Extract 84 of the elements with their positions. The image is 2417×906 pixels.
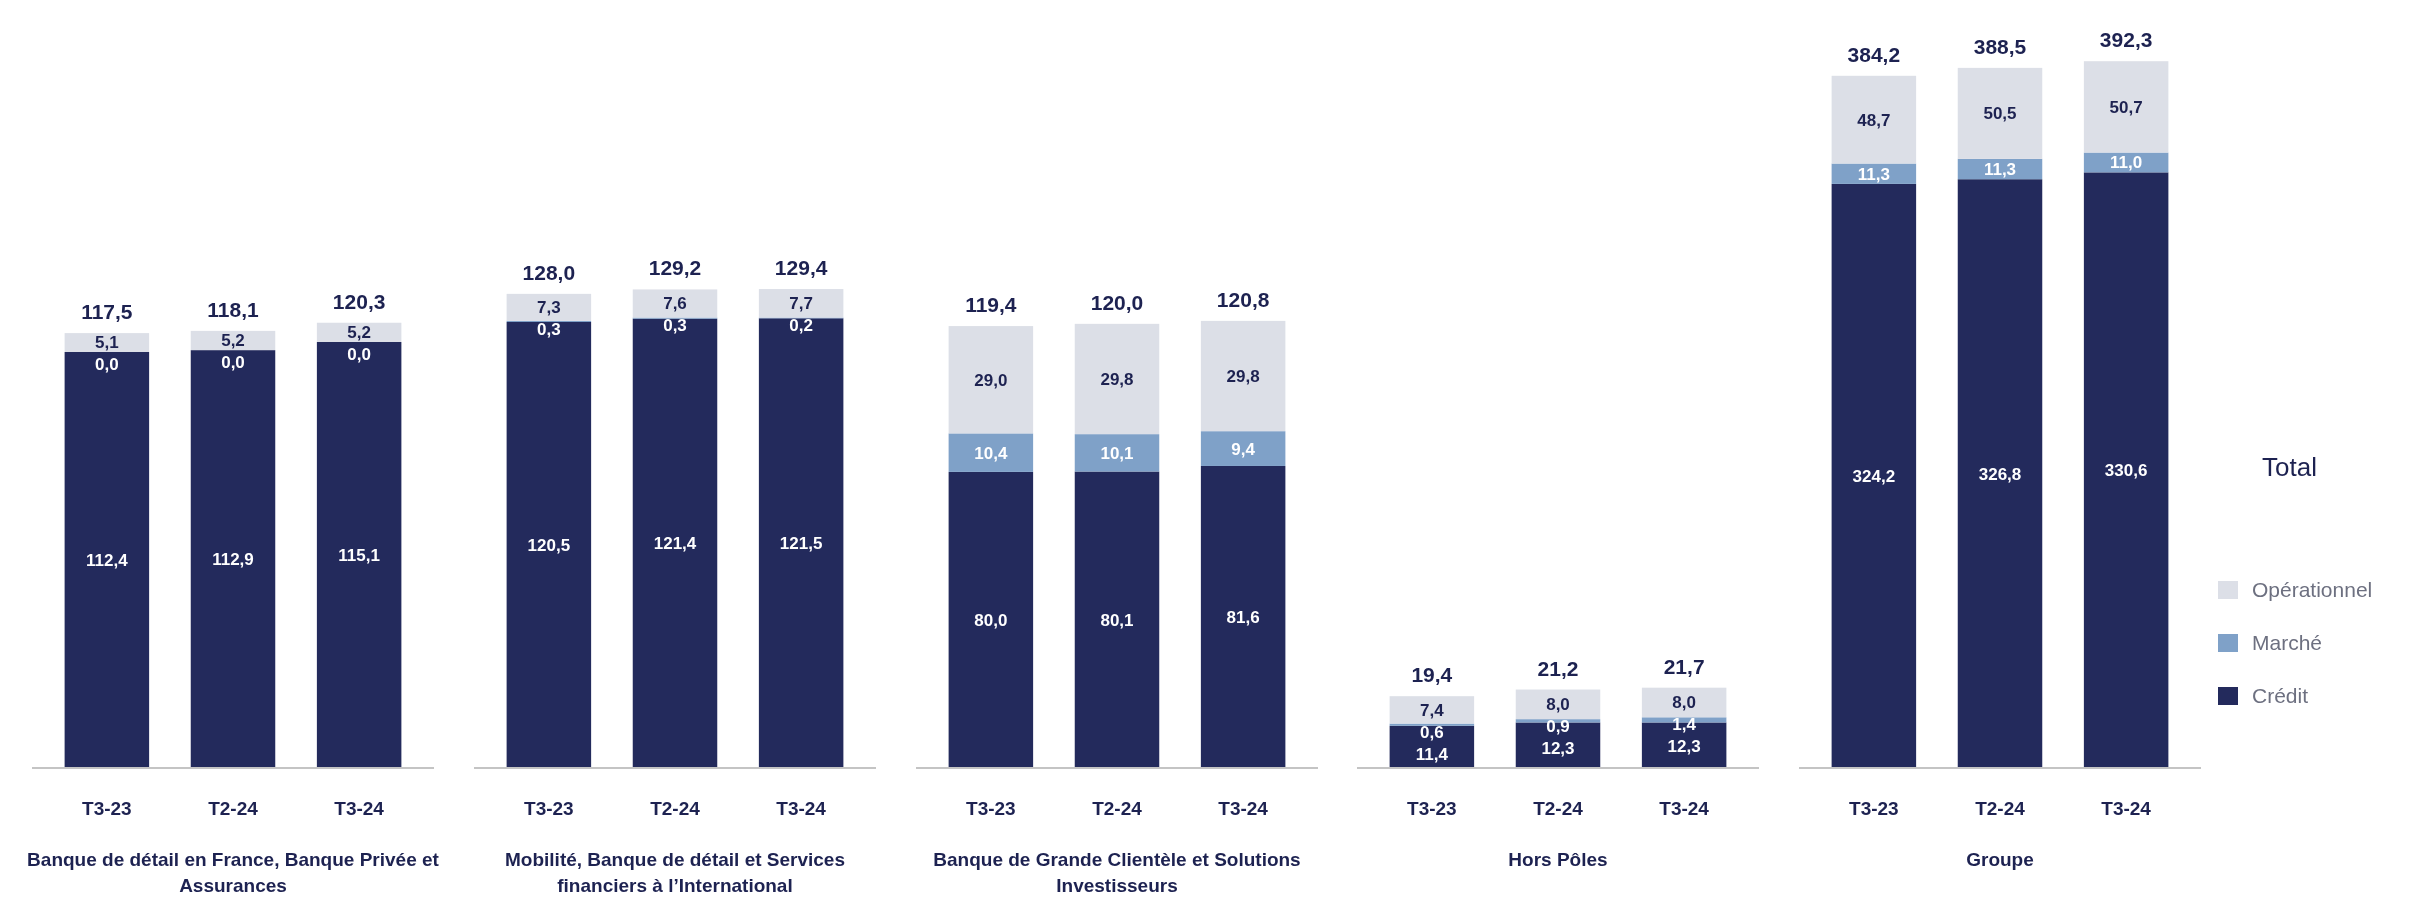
- total-label: 384,2: [1847, 42, 1901, 66]
- data-label: 80,1: [1100, 610, 1134, 630]
- data-label: 0,6: [1420, 722, 1444, 742]
- data-label: 0,3: [663, 316, 687, 336]
- data-label: 12,3: [1541, 739, 1575, 759]
- data-label: 12,3: [1667, 737, 1701, 757]
- data-label: 8,0: [1546, 695, 1570, 715]
- data-label: 112,9: [212, 550, 254, 570]
- data-label: 10,1: [1100, 443, 1134, 463]
- total-label: 128,0: [522, 260, 576, 284]
- data-label: 50,5: [1983, 104, 2017, 124]
- data-label: 80,0: [974, 610, 1008, 630]
- x-tick-label: T3-23: [524, 797, 574, 819]
- data-label: 0,2: [789, 316, 813, 336]
- x-axis-title: Mobilité, Banque de détail et Services financiers à l’International: [505, 849, 845, 896]
- data-label: 11,3: [1983, 159, 2017, 179]
- data-label: 0,3: [537, 320, 561, 340]
- data-label: 120,5: [527, 535, 571, 555]
- data-label: 326,8: [1978, 464, 2022, 484]
- data-label: 112,4: [86, 550, 129, 570]
- data-label: 29,8: [1100, 369, 1134, 389]
- legend-label: Opérationnel: [2252, 578, 2373, 602]
- total-label: 21,7: [1663, 654, 1705, 678]
- data-label: 330,6: [2104, 461, 2148, 481]
- x-tick-label: T3-23: [1407, 797, 1457, 819]
- total-label: 118,1: [207, 297, 260, 321]
- total-label: 19,4: [1411, 663, 1453, 687]
- data-label: 115,1: [338, 545, 380, 565]
- data-label: 7,3: [537, 298, 561, 318]
- x-axis-title: Banque de détail en France, Banque Privée et Assurances: [27, 849, 440, 896]
- data-label: 0,0: [95, 355, 119, 375]
- x-tick-label: T2-24: [1092, 797, 1143, 819]
- data-label: 11,0: [2110, 153, 2143, 173]
- total-label: 120,3: [332, 289, 386, 313]
- data-label: 121,5: [779, 534, 823, 554]
- data-label: 1,4: [1672, 715, 1697, 735]
- total-label: 119,4: [965, 293, 1017, 317]
- data-label: 5,1: [95, 333, 119, 353]
- data-label: 29,0: [974, 370, 1008, 390]
- legend-label: Marché: [2252, 631, 2323, 655]
- data-label: 81,6: [1226, 607, 1260, 627]
- x-tick-label: T3-23: [82, 797, 132, 819]
- data-label: 29,8: [1226, 366, 1260, 386]
- x-tick-label: T2-24: [208, 797, 259, 819]
- x-tick-label: T2-24: [1533, 797, 1584, 819]
- data-label: 121,4: [653, 534, 697, 554]
- data-label: 7,7: [789, 294, 813, 314]
- data-label: 0,9: [1546, 717, 1570, 737]
- data-label: 0,0: [221, 353, 245, 373]
- total-label: 120,8: [1216, 287, 1270, 311]
- data-label: 5,2: [347, 323, 371, 343]
- data-label: 11,3: [1857, 164, 1890, 184]
- total-label: 117,5: [81, 300, 133, 324]
- data-label: 5,2: [221, 331, 245, 351]
- x-axis-title: Banque de Grande Clientèle et Solutions Investisseurs: [933, 849, 1301, 896]
- x-tick-label: T3-23: [966, 797, 1016, 819]
- total-label: 392,3: [2099, 28, 2153, 52]
- x-tick-label: T3-24: [2101, 797, 2152, 819]
- x-axis-title: Groupe: [1966, 849, 2034, 870]
- data-label: 9,4: [1231, 439, 1256, 459]
- x-tick-label: T3-24: [1659, 797, 1710, 819]
- total-label: 21,2: [1537, 656, 1579, 680]
- total-label: 129,4: [774, 256, 828, 280]
- data-label: 8,0: [1672, 693, 1696, 713]
- x-tick-label: T3-24: [1218, 797, 1269, 819]
- x-tick-label: T2-24: [650, 797, 701, 819]
- data-label: 324,2: [1852, 466, 1896, 486]
- x-tick-label: T2-24: [1975, 797, 2026, 819]
- x-tick-label: T3-24: [776, 797, 827, 819]
- data-label: 11,4: [1415, 744, 1449, 764]
- data-label: 10,4: [974, 443, 1008, 463]
- x-tick-label: T3-23: [1849, 797, 1899, 819]
- x-axis-title: Hors Pôles: [1508, 849, 1608, 870]
- data-label: 0,0: [347, 345, 371, 365]
- data-label: 7,6: [663, 294, 687, 314]
- legend-title: Total: [2262, 452, 2317, 483]
- total-label: 388,5: [1973, 34, 2027, 58]
- legend-label: Crédit: [2252, 684, 2309, 708]
- total-label: 120,0: [1090, 290, 1144, 314]
- total-label: 129,2: [648, 256, 702, 280]
- data-label: 7,4: [1420, 700, 1445, 720]
- data-label: 48,7: [1857, 110, 1891, 130]
- data-label: 50,7: [2109, 97, 2143, 117]
- x-tick-label: T3-24: [334, 797, 385, 819]
